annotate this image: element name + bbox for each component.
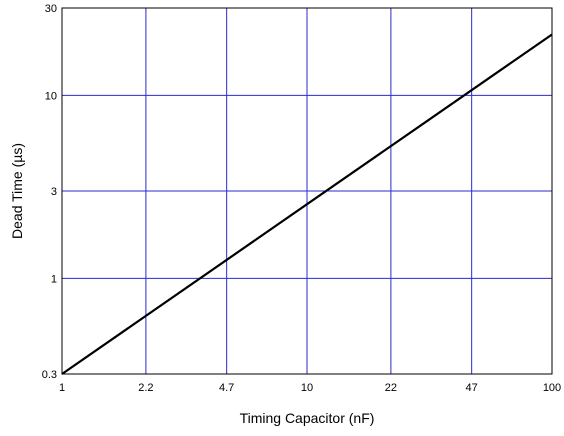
plot-frame	[61, 7, 553, 375]
series-group	[61, 33, 553, 375]
y-tick-label: 3	[51, 186, 57, 198]
y-axis-label: Dead Time (µs)	[9, 143, 25, 239]
y-tick-label: 30	[45, 3, 57, 15]
x-tick-label: 100	[543, 382, 561, 394]
x-tick-label: 47	[466, 382, 478, 394]
y-tick-label: 10	[45, 90, 57, 102]
x-axis-label: Timing Capacitor (nF)	[240, 410, 375, 426]
x-tick-label: 10	[301, 382, 313, 394]
y-tick-label: 1	[51, 273, 57, 285]
grid-lines	[61, 7, 553, 375]
x-tick-label: 1	[59, 382, 65, 394]
x-tick-label: 22	[385, 382, 397, 394]
y-tick-label: 0.3	[42, 369, 57, 381]
x-tick-label: 4.7	[219, 382, 234, 394]
x-tick-label: 2.2	[138, 382, 153, 394]
series-line	[61, 33, 553, 375]
